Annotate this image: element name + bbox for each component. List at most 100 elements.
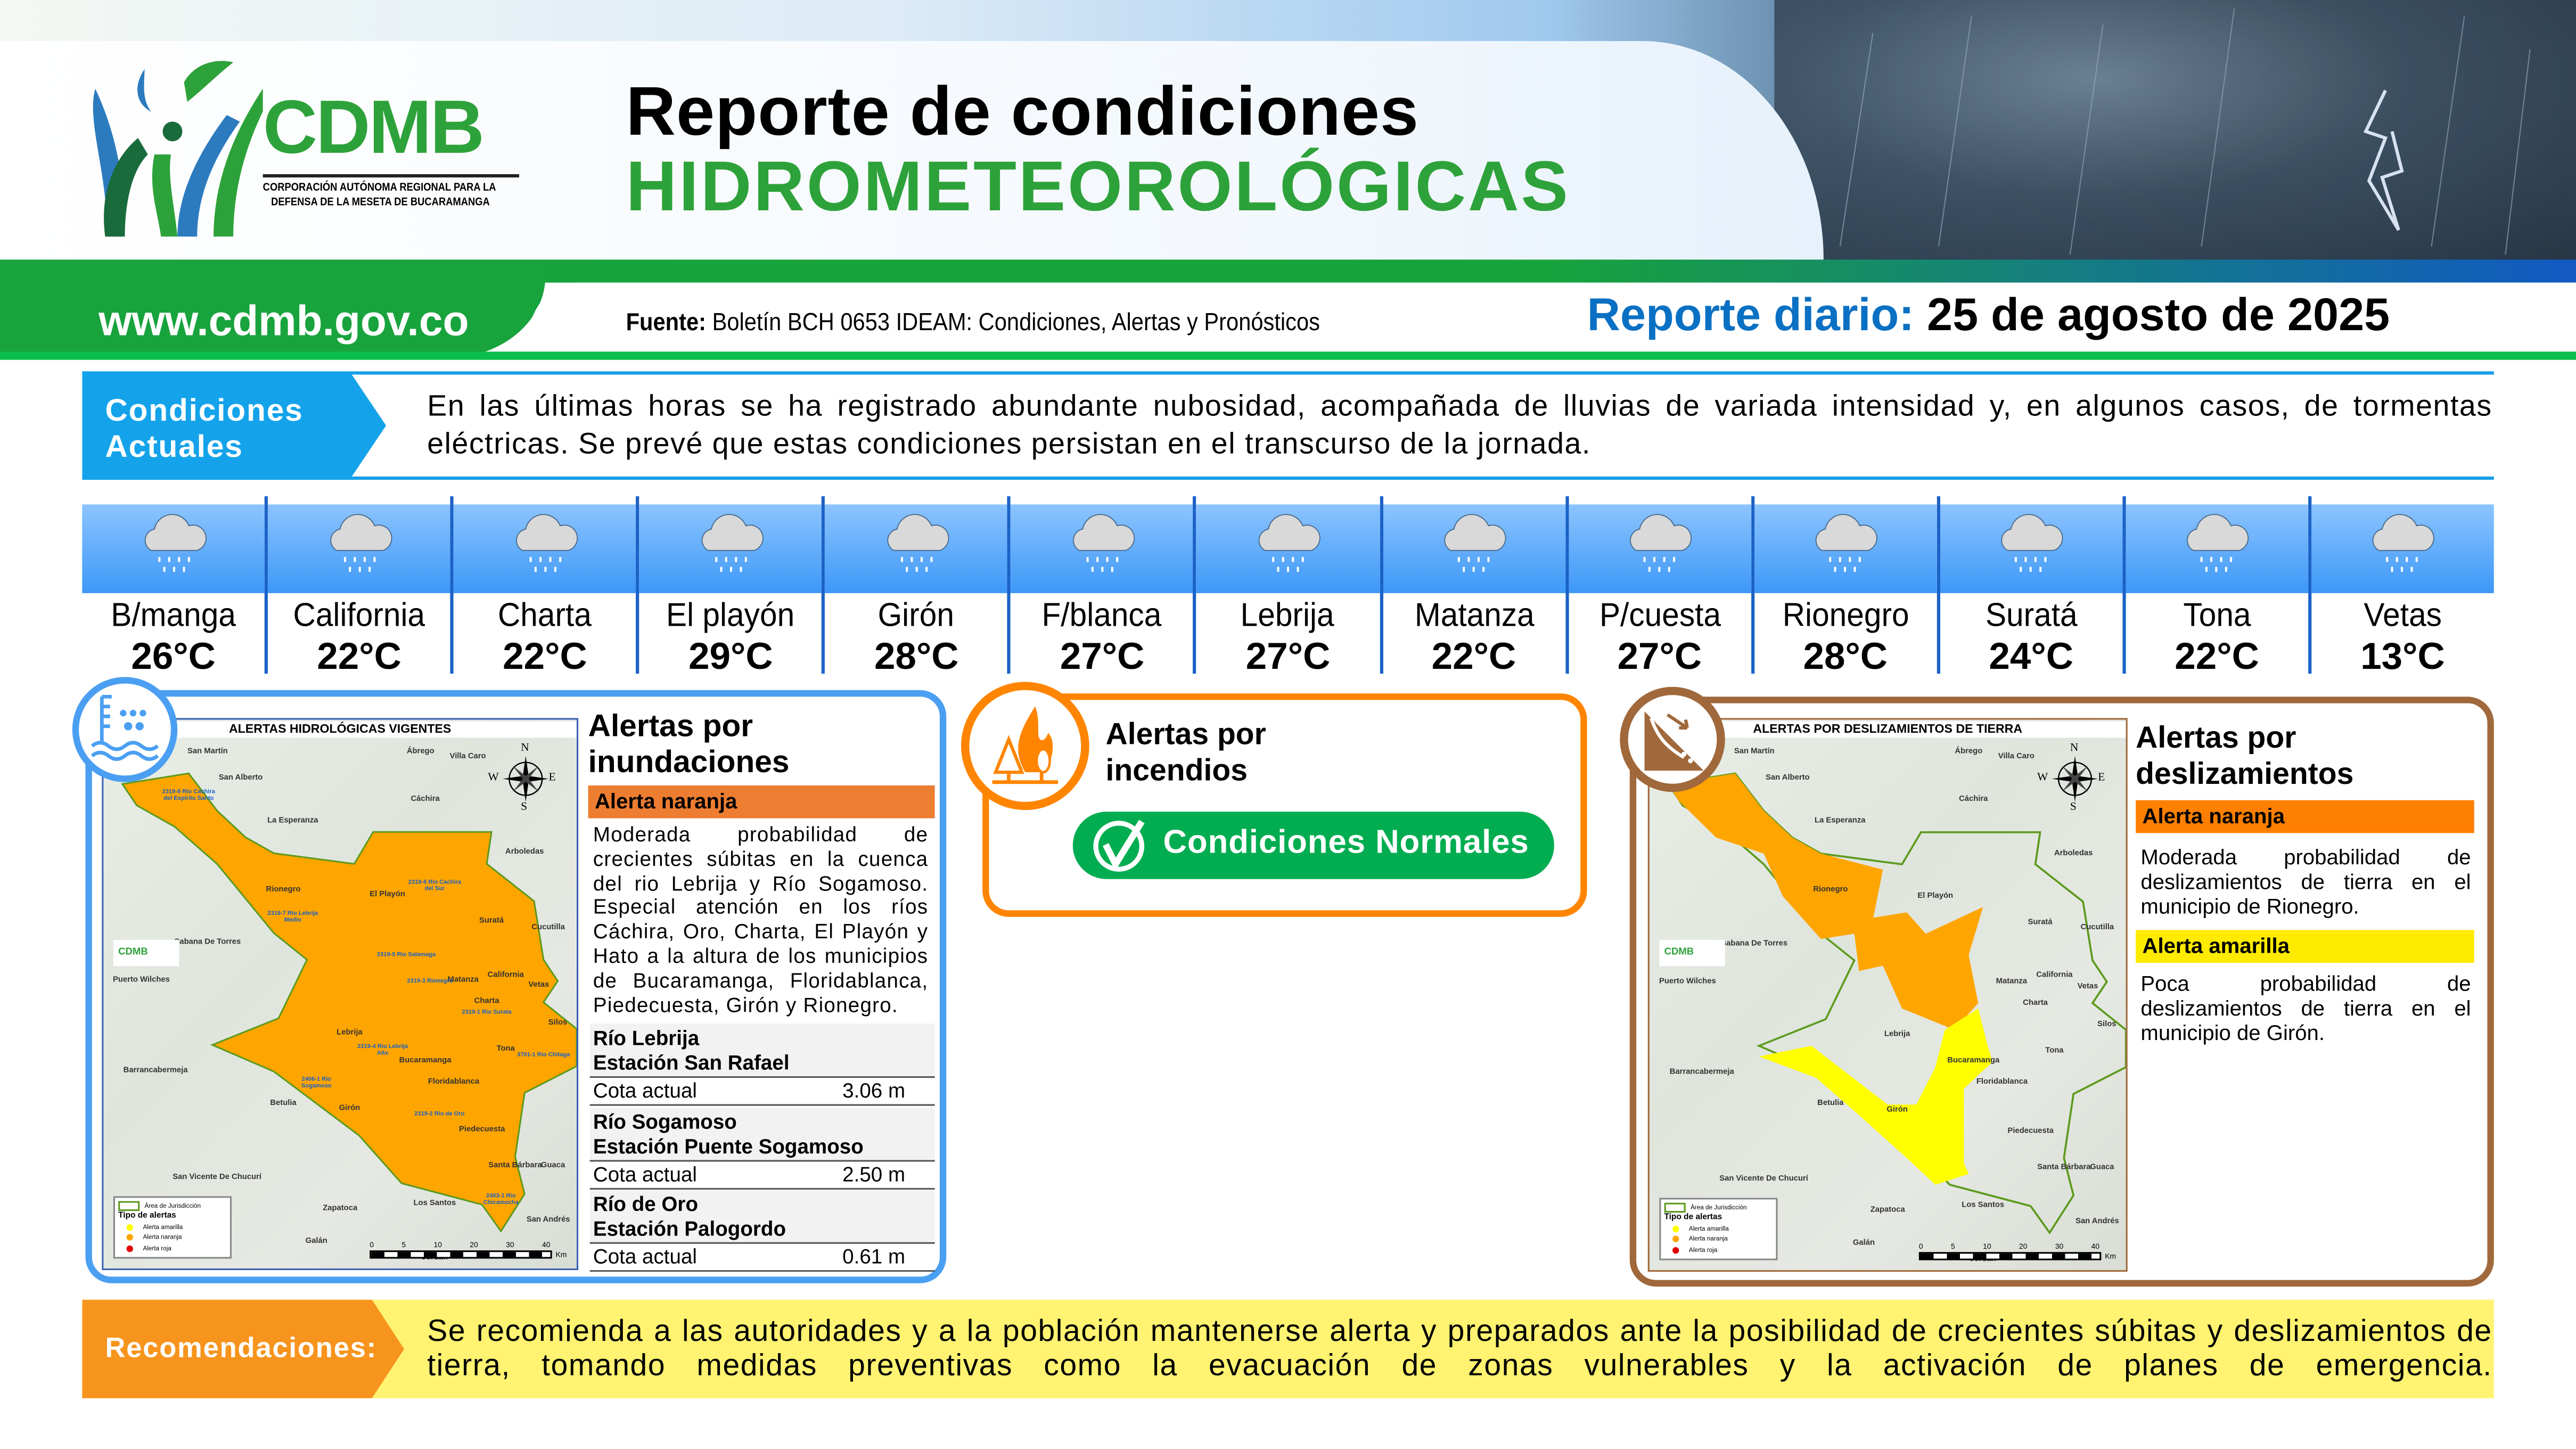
website-link[interactable]: www.cdmb.gov.co (99, 296, 469, 345)
map-place-label: Santa Bárbara (488, 1163, 542, 1172)
map-place-label: California (2036, 972, 2073, 981)
map-place-label: Bucaramanga (399, 1057, 452, 1065)
map-place-label: Matanza (447, 977, 479, 985)
map-place-label: Silos (2097, 1020, 2116, 1029)
river-basin-label: 2403-1 Rio Chicamocha (483, 1192, 519, 1206)
scale-tick: 0 (370, 1240, 374, 1249)
scale-bar (1918, 1252, 2102, 1260)
weather-cell: B/manga 26°C (82, 496, 268, 677)
map-place-label: Tona (2045, 1047, 2064, 1055)
station-level: Cota actual 3.06 m (589, 1078, 935, 1106)
flood-title: Alertas por inundaciones (588, 709, 790, 781)
flood-alert-badge: Alerta naranja (588, 785, 935, 818)
recommendations-text: Se recomienda a las autoridades y a la p… (427, 1313, 2492, 1382)
map-place-label: Barrancabermeja (1669, 1068, 1734, 1077)
map-place-label: Tona (496, 1046, 515, 1054)
station-name: Estación San Rafael (593, 1051, 790, 1075)
map-place-label: Cucutilla (2080, 924, 2114, 933)
scale-tick: 20 (470, 1240, 478, 1249)
river-name: Río Sogamoso (593, 1110, 737, 1134)
legend-label: Alerta naranja (1688, 1235, 1728, 1242)
map-place-label: Girón (1886, 1106, 1908, 1114)
map-place-label: San Alberto (218, 774, 263, 783)
info-bar (526, 282, 2576, 352)
map-logo-text: CDMB (118, 947, 148, 957)
city-temperature: 26°C (131, 634, 216, 677)
compass-rose-icon: N S E W (488, 741, 555, 814)
map-scale: 0 5 10 20 30 40 Km (370, 1241, 567, 1259)
landslide-alerts-panel: ALERTAS POR DESLIZAMIENTOS DE TIERRA San… (1629, 697, 2494, 1287)
map-place-label: Bucaramanga (1947, 1058, 2000, 1066)
fire-status: Condiciones Normales (1163, 824, 1529, 861)
legend-item: Alerta roja (118, 1243, 227, 1254)
weather-icon-area (2311, 504, 2494, 593)
scale-tick: 5 (1950, 1242, 1955, 1251)
map-place-label: San Alberto (1766, 774, 1810, 783)
river-name: Río de Oro (593, 1193, 699, 1216)
river-basin-label: 2319-2 Rio de Oro (414, 1110, 465, 1117)
weather-icon-area (825, 504, 1008, 593)
city-temperature: 29°C (688, 634, 773, 677)
city-temperature: 28°C (874, 634, 959, 677)
legend-item: Alerta naranja (1664, 1234, 1773, 1245)
source-text: Fuente: Boletín BCH 0653 IDEAM: Condicio… (626, 309, 1320, 337)
map-place-label: Zapatoca (323, 1206, 358, 1214)
page-title-highlight: HIDROMETEOROLÓGICAS (626, 148, 1570, 227)
flood-map: ALERTAS HIDROLÓGICAS VIGENTES San Martín… (102, 718, 579, 1271)
landslide-alert-orange: Alerta naranja (2136, 800, 2474, 833)
yellow-alert-region (1759, 1008, 1993, 1185)
city-name: Lebrija (1241, 598, 1335, 635)
river-name: Río Lebrija (593, 1027, 700, 1050)
fire-title-2: incendios (1105, 752, 1248, 787)
legend-item: Alerta amarilla (1664, 1223, 1773, 1234)
level-value: 3.06 m (842, 1079, 906, 1103)
map-place-label: San Martín (1734, 748, 1775, 757)
compass-n: N (2070, 741, 2079, 755)
map-place-label: Silos (548, 1019, 568, 1028)
map-place-label: Matanza (1996, 977, 2028, 986)
level-value: 0.61 m (842, 1245, 906, 1269)
legend-title: Tipo de alertas (1664, 1213, 1722, 1223)
city-temperature: 13°C (2360, 634, 2445, 677)
weather-cell: California 22°C (268, 496, 454, 677)
rain-cloud-icon (887, 514, 949, 572)
station-header: Río Lebrija Estación San Rafael (589, 1024, 935, 1078)
station-header: Río Sogamoso Estación Puente Sogamoso (589, 1107, 935, 1162)
legend-dot (126, 1245, 133, 1251)
scale-tick: 40 (542, 1240, 551, 1249)
city-temperature: 22°C (503, 634, 587, 677)
landslide-map: ALERTAS POR DESLIZAMIENTOS DE TIERRA San… (1647, 718, 2128, 1272)
station-reading: Río Sogamoso Estación Puente Sogamoso Cota… (589, 1107, 935, 1190)
river-basin-label: 2319-4 Rio Lebrija Alto (357, 1043, 408, 1057)
map-place-label: Rionegro (266, 886, 301, 895)
river-basin-label: 2319-6 Rio Cachira del Sur (408, 878, 462, 892)
map-place-label: Cucutilla (531, 923, 565, 932)
map-place-label: Vetas (528, 982, 549, 990)
map-regions (1650, 736, 2126, 1270)
station-level: Cota actual 2.50 m (589, 1161, 935, 1190)
compass-n: N (521, 741, 529, 755)
map-place-label: Charta (474, 998, 499, 1006)
map-place-label: Cáchira (411, 796, 440, 805)
map-place-label: Betulia (270, 1099, 297, 1108)
map-place-label: Puerto Wilches (1659, 977, 1716, 986)
city-temperature: 27°C (1617, 634, 1702, 677)
rain-cloud-icon (1630, 514, 1692, 572)
weather-cell: Lebrija 27°C (1196, 496, 1383, 677)
weather-icon-area (1382, 504, 1565, 593)
map-place-label: San Vicente De Chucurí (173, 1174, 261, 1182)
river-basin-label: 3701-1 Rio Chitaga (517, 1052, 570, 1059)
map-place-label: Betulia (1817, 1100, 1844, 1109)
jurisdiction-outline (1669, 773, 2126, 1232)
weather-icon-area (1011, 504, 1194, 593)
level-value: 2.50 m (842, 1163, 906, 1186)
legend-dot (126, 1223, 133, 1230)
map-place-label: San Vicente De Chucurí (1719, 1175, 1808, 1184)
map-place-label: Floridablanca (1976, 1079, 2028, 1087)
map-place-label: California (487, 971, 524, 980)
river-basin-label: 2406-1 Rio Sogamoso (301, 1075, 332, 1089)
scale-tick: 30 (2055, 1242, 2064, 1251)
map-place-label: Ábrego (406, 748, 434, 757)
city-name: P/cuesta (1598, 598, 1720, 635)
legend-area-label: Área de Jurisdicción (1690, 1204, 1747, 1210)
